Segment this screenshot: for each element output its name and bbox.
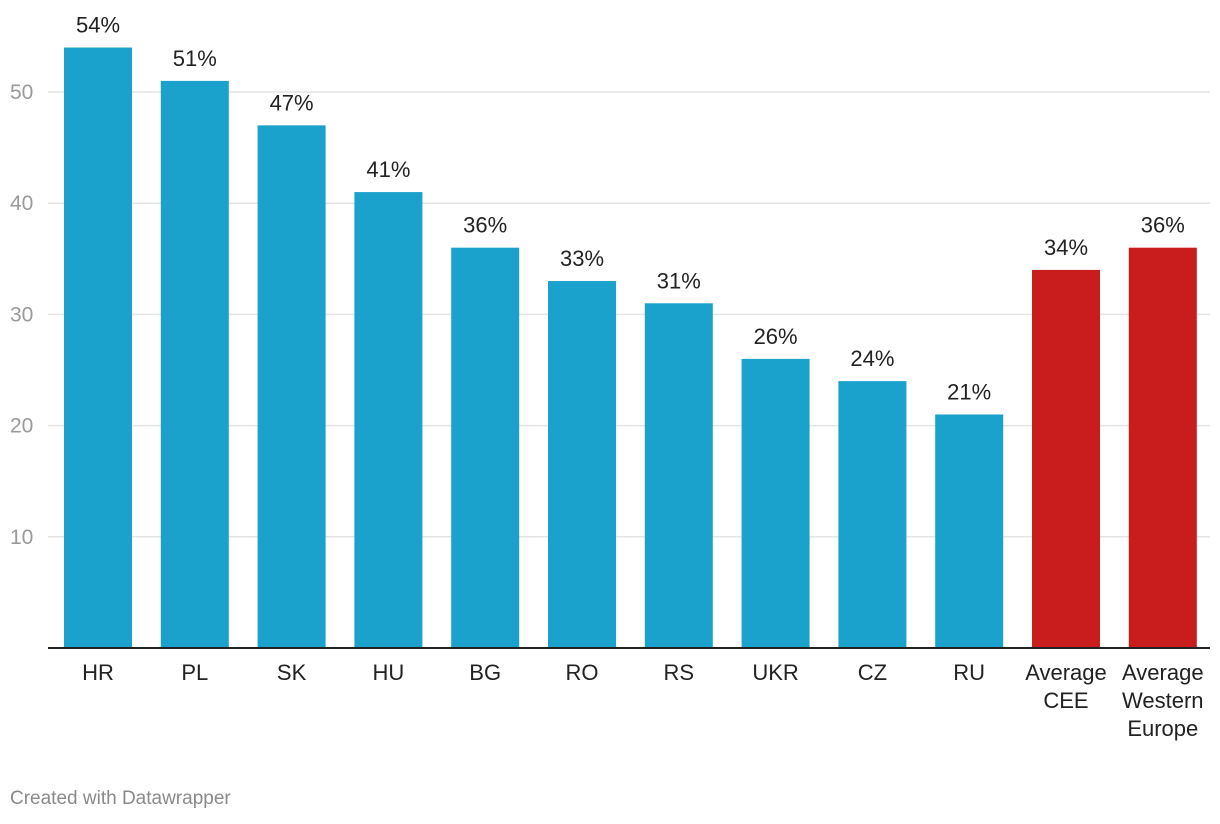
category-label: SK (277, 660, 307, 685)
y-tick-label: 50 (10, 81, 33, 104)
category-label: CEE (1043, 688, 1088, 713)
y-tick-label: 40 (10, 192, 33, 215)
category-label: Western (1122, 688, 1204, 713)
y-tick-label: 10 (10, 526, 33, 549)
bar-hr (64, 47, 132, 648)
category-label: HR (82, 660, 114, 685)
category-label: Average (1025, 660, 1107, 685)
category-label: RU (953, 660, 985, 685)
bar-average-western-europe (1128, 247, 1197, 648)
category-label: CZ (858, 660, 887, 685)
bar-bg (451, 247, 520, 648)
bar-cz (838, 381, 907, 648)
grid-lines: 10 20 30 40 50 (10, 81, 1210, 549)
category-label: Europe (1127, 716, 1198, 741)
bar-average-cee (1032, 269, 1100, 648)
value-label: 33% (560, 246, 604, 271)
value-label: 36% (1141, 213, 1185, 238)
bar-ukr (741, 358, 810, 648)
bar-hu (354, 192, 423, 648)
bar-ro (548, 281, 616, 648)
value-label: 34% (1044, 235, 1088, 260)
value-label: 41% (366, 157, 410, 182)
value-label: 21% (947, 379, 991, 404)
y-tick-label: 20 (10, 415, 33, 438)
category-label: PL (181, 660, 208, 685)
category-label: RO (566, 660, 599, 685)
bar-ru (935, 414, 1004, 648)
bar-rs (644, 303, 713, 648)
value-label: 36% (463, 213, 507, 238)
credit-text: Created with Datawrapper (10, 788, 231, 809)
value-label: 24% (850, 346, 894, 371)
category-label: BG (469, 660, 501, 685)
category-label: UKR (752, 660, 798, 685)
y-tick-label: 30 (10, 303, 33, 326)
value-label: 47% (270, 90, 314, 115)
value-label: 26% (754, 324, 798, 349)
value-label: 54% (76, 13, 120, 38)
bar-pl (160, 80, 229, 648)
category-labels: HR PL SK HU BG RO RS UKR CZ RU Average CEE Average We… (82, 660, 1203, 741)
category-label: Average (1122, 660, 1204, 685)
category-label: RS (664, 660, 695, 685)
bars (64, 47, 1197, 649)
value-label: 31% (657, 268, 701, 293)
value-label: 51% (173, 46, 217, 71)
value-labels: 54% 51% 47% 41% 36% 33% 31% 26% 24% 21% 34% 36% (76, 13, 1185, 405)
category-label: HU (373, 660, 405, 685)
bar-sk (257, 125, 326, 649)
